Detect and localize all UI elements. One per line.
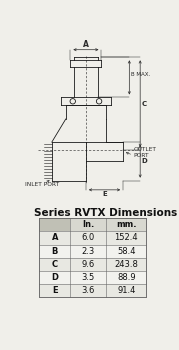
Text: C: C: [52, 260, 58, 269]
Text: 9.6: 9.6: [82, 260, 95, 269]
Text: INLET PORT: INLET PORT: [25, 182, 59, 187]
Text: D: D: [51, 273, 58, 282]
Text: A: A: [83, 40, 89, 49]
Text: 6.0: 6.0: [82, 233, 95, 243]
Bar: [39, 218, 146, 231]
Text: OUTLET
PORT: OUTLET PORT: [133, 147, 156, 159]
Bar: [39, 245, 146, 258]
Text: 58.4: 58.4: [117, 246, 136, 256]
Text: mm.: mm.: [116, 220, 136, 229]
Text: B: B: [52, 246, 58, 256]
Text: Series RVTX Dimensions: Series RVTX Dimensions: [34, 208, 177, 218]
Text: 2.3: 2.3: [82, 246, 95, 256]
Text: E: E: [52, 286, 58, 295]
Bar: [39, 271, 146, 284]
Text: 243.8: 243.8: [114, 260, 138, 269]
Bar: [39, 218, 70, 231]
Bar: [39, 231, 146, 245]
Text: A: A: [52, 233, 58, 243]
Bar: [39, 258, 146, 271]
Text: 91.4: 91.4: [117, 286, 135, 295]
Text: E: E: [102, 191, 107, 197]
Bar: [39, 218, 146, 297]
Text: C: C: [142, 100, 147, 107]
Text: 152.4: 152.4: [114, 233, 138, 243]
Bar: [39, 284, 146, 297]
Text: In.: In.: [82, 220, 94, 229]
Text: 3.5: 3.5: [82, 273, 95, 282]
Text: D: D: [142, 158, 147, 164]
Text: 3.6: 3.6: [82, 286, 95, 295]
Text: 88.9: 88.9: [117, 273, 136, 282]
Text: B MAX.: B MAX.: [131, 72, 150, 77]
